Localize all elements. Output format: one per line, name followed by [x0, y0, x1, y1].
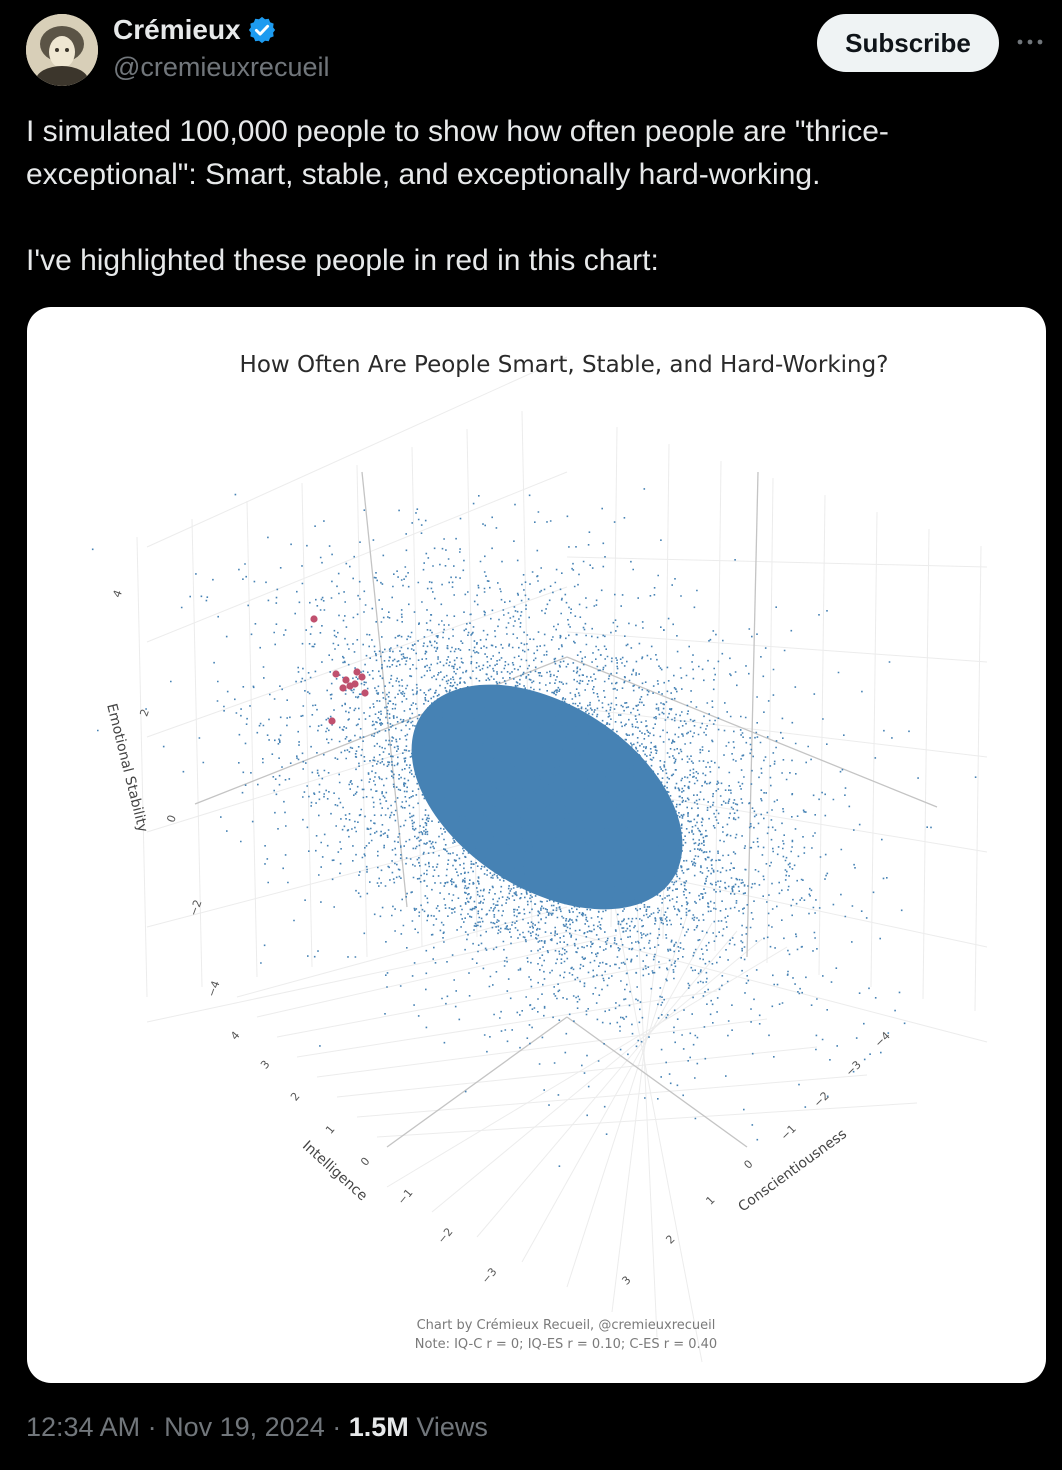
x-tick-label: 3 — [258, 1058, 272, 1072]
grid-line — [336, 1046, 818, 1098]
chart-title: How Often Are People Smart, Stable, and … — [240, 352, 889, 378]
grid-line — [146, 931, 568, 1023]
grid-line — [566, 931, 988, 1043]
grid-line — [974, 545, 982, 1012]
z-tick-label: 2 — [137, 707, 152, 718]
grid-line — [636, 898, 658, 1338]
grid-line — [611, 890, 703, 1363]
grid-line — [386, 1016, 568, 1148]
y-tick-label: −1 — [778, 1122, 799, 1143]
grid-line — [611, 906, 663, 1313]
tweet-meta: 12:34 AM · Nov 19, 2024 · 1.5M Views — [26, 1412, 488, 1443]
grid-line — [566, 556, 988, 568]
grid-line — [301, 482, 313, 968]
grid-line — [146, 356, 568, 548]
z-tick-label: 0 — [164, 813, 179, 824]
grid-line — [746, 471, 759, 958]
x-tick-label: 1 — [323, 1123, 337, 1137]
grid-line — [566, 631, 988, 663]
tweet-media-chart[interactable]: 4 2 0 −2 −4 4 3 2 1 0 −1 −2 −3 −4 −3 −2 −1 0 1 2 3 How Often… — [27, 307, 1046, 1383]
highlighted-point — [328, 717, 336, 725]
x-tick-label: 0 — [358, 1155, 372, 1169]
highlighted-points — [310, 615, 369, 725]
grid-line — [566, 1016, 748, 1148]
highlighted-point — [353, 668, 361, 676]
more-horizontal-icon[interactable] — [1014, 26, 1046, 58]
grid-line — [316, 1018, 768, 1078]
grid-line — [361, 471, 408, 908]
grid-line — [714, 460, 722, 952]
grid-line — [818, 494, 826, 976]
y-tick-label: 3 — [619, 1273, 633, 1287]
grid-line — [136, 536, 148, 998]
grid-line — [356, 464, 368, 958]
author-display-name: Crémieux — [113, 14, 241, 45]
chart-note: Note: IQ-C r = 0; IQ-ES r = 0.10; C-ES r… — [415, 1337, 717, 1352]
tweet-text: I simulated 100,000 people to show how o… — [26, 110, 1036, 282]
y-tick-label: 2 — [663, 1232, 677, 1246]
highlighted-point — [342, 676, 350, 684]
grid-line — [191, 518, 203, 988]
grid-line — [476, 930, 738, 1238]
highlighted-point — [339, 684, 347, 692]
y-tick-label: −4 — [872, 1029, 893, 1050]
z-tick-label: −2 — [187, 898, 205, 918]
subscribe-button[interactable]: Subscribe — [817, 14, 999, 72]
highlighted-point — [346, 682, 354, 690]
grid-line — [566, 914, 688, 1288]
y-tick-label: 1 — [703, 1193, 717, 1207]
tweet-date[interactable]: Nov 19, 2024 — [164, 1412, 325, 1442]
x-tick-label: 4 — [228, 1029, 242, 1043]
grid-line — [566, 706, 988, 758]
grid-line — [246, 500, 258, 978]
views-label: Views — [416, 1412, 488, 1442]
grid-line — [411, 446, 423, 948]
grid-line — [296, 990, 718, 1058]
grid-line — [356, 1074, 868, 1118]
grid-line — [146, 471, 568, 643]
x-axis-label: Intelligence — [299, 1138, 370, 1204]
views-count[interactable]: 1.5M — [348, 1412, 409, 1442]
author-name[interactable]: Crémieux — [113, 14, 277, 46]
grid-line — [386, 946, 788, 1188]
z-axis-label: Emotional Stability — [103, 702, 150, 834]
tweet-time[interactable]: 12:34 AM — [26, 1412, 141, 1442]
highlighted-point — [310, 615, 318, 623]
grid-line — [256, 934, 618, 1018]
y-tick-label: −2 — [811, 1089, 832, 1110]
grid-line — [521, 922, 713, 1263]
grid-line — [766, 477, 774, 964]
y-axis-label: Conscientiousness — [735, 1126, 849, 1215]
grid-line — [276, 962, 668, 1038]
meta-separator: · — [147, 1412, 157, 1442]
highlighted-point — [361, 689, 369, 697]
grid-line — [922, 528, 930, 1000]
highlighted-point — [332, 670, 340, 678]
x-tick-label: −3 — [479, 1265, 499, 1286]
tweet-paragraph: I've highlighted these people in red in … — [26, 244, 659, 277]
grid-line — [146, 586, 568, 738]
chart-credit: Chart by Crémieux Recueil, @cremieuxrecu… — [417, 1318, 716, 1333]
highlighted-point — [358, 673, 366, 681]
x-tick-label: −2 — [435, 1225, 455, 1246]
z-tick-label: 4 — [110, 588, 125, 599]
avatar[interactable] — [26, 14, 98, 86]
grid-line — [870, 511, 878, 988]
y-tick-label: 0 — [741, 1157, 755, 1171]
x-tick-label: −1 — [395, 1186, 415, 1207]
tweet-paragraph: I simulated 100,000 people to show how o… — [26, 115, 889, 191]
x-tick-label: 2 — [288, 1090, 302, 1104]
grid-line — [431, 938, 763, 1213]
point-cloud-core — [411, 684, 683, 910]
meta-separator: · — [332, 1412, 342, 1442]
point-cloud — [91, 488, 977, 1168]
z-tick-label: −4 — [205, 979, 223, 999]
author-handle[interactable]: @cremieuxrecueil — [113, 52, 330, 82]
verified-badge-icon — [247, 15, 277, 45]
